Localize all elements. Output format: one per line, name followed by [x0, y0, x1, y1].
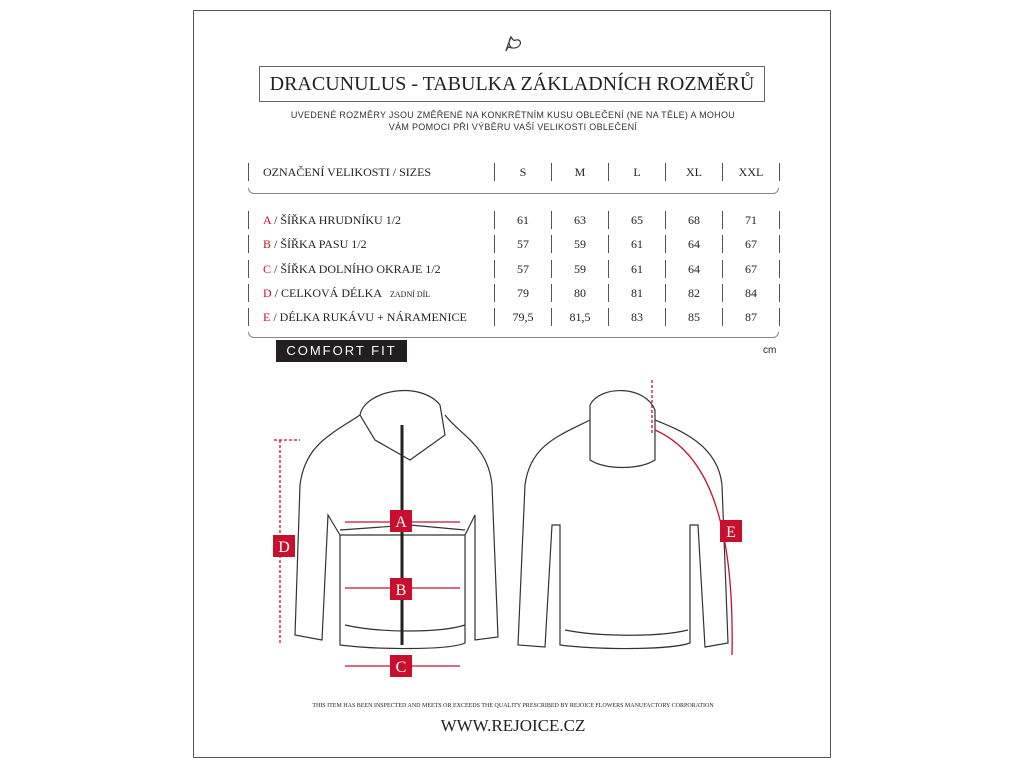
- table-cell: 61: [494, 211, 551, 229]
- table-cell: 80: [551, 284, 608, 302]
- table-row: E / DÉLKA RUKÁVU + NÁRAMENICE 79,5 81,5 83 8…: [248, 308, 780, 326]
- table-cell: 68: [665, 211, 722, 229]
- table-cell: 79: [494, 284, 551, 302]
- row-label: D / CELKOVÁ DÉLKA ZADNÍ DÍL: [248, 284, 494, 302]
- marker-a-label: A: [395, 514, 407, 531]
- table-cell: 64: [665, 235, 722, 253]
- table-cell: 71: [722, 211, 779, 229]
- divider: [248, 332, 779, 338]
- row-label: E / DÉLKA RUKÁVU + NÁRAMENICE: [248, 308, 494, 326]
- website-link[interactable]: WWW.REJOICE.CZ: [440, 716, 586, 735]
- row-name: / DÉLKA RUKÁVU + NÁRAMENICE: [270, 310, 467, 324]
- marker-e-label: E: [726, 524, 736, 541]
- marker-b-label: B: [396, 582, 407, 599]
- table-cell: 67: [722, 235, 779, 253]
- table-cell: 59: [551, 235, 608, 253]
- table-cell: 85: [665, 308, 722, 326]
- row-letter: D: [263, 286, 272, 300]
- table-cell: 61: [608, 260, 665, 278]
- table-cell: 64: [665, 260, 722, 278]
- table-cell: 57: [494, 235, 551, 253]
- quality-statement: THIS ITEM HAS BEEN INSPECTED AND MEETS O…: [312, 703, 714, 709]
- table-cell: 87: [722, 308, 779, 326]
- subtitle-line: UVEDENÉ ROZMĚRY JSOU ZMĚŘENÉ NA KONKRÉTN…: [290, 110, 736, 120]
- table-row: B / ŠÍŘKA PASU 1/2 57 59 61 64 67: [248, 235, 780, 253]
- table-cell: 63: [551, 211, 608, 229]
- row-label: A / ŠÍŘKA HRUDNÍKU 1/2: [248, 211, 494, 229]
- row-letter: C: [263, 262, 272, 276]
- row-letter: E: [263, 310, 271, 324]
- row-label: C / ŠÍŘKA DOLNÍHO OKRAJE 1/2: [248, 260, 494, 278]
- table-row: D / CELKOVÁ DÉLKA ZADNÍ DÍL 79 80 81 82 84: [248, 284, 780, 302]
- table-cell: 84: [722, 284, 779, 302]
- row-letter: B: [263, 237, 272, 251]
- table-row: C / ŠÍŘKA DOLNÍHO OKRAJE 1/2 57 59 61 64 67: [248, 260, 780, 278]
- row-name: / ŠÍŘKA PASU 1/2: [271, 237, 367, 251]
- header-label: OZNAČENÍ VELIKOSTI / SIZES: [263, 165, 432, 179]
- table-cell: 83: [608, 308, 665, 326]
- table-cell: S: [494, 163, 551, 181]
- marker-c: [390, 655, 412, 677]
- jacket-back-drawing: [517, 390, 729, 650]
- table-cell: L: [608, 163, 665, 181]
- table-cell: 65: [608, 211, 665, 229]
- table-cell: 79,5: [494, 308, 551, 326]
- jacket-diagram: A B C D E: [273, 380, 742, 677]
- row-label: OZNAČENÍ VELIKOSTI / SIZES: [248, 163, 494, 181]
- marker-c-label: C: [396, 659, 407, 676]
- table-cell: M: [551, 163, 608, 181]
- row-label: B / ŠÍŘKA PASU 1/2: [248, 235, 494, 253]
- page-title: DRACUNULUS - TABULKA ZÁKLADNÍCH ROZMĚRŮ: [258, 66, 766, 102]
- table-cell: XXL: [722, 163, 779, 181]
- marker-d-label: D: [278, 539, 290, 556]
- table-cell: XL: [665, 163, 722, 181]
- table-cell: 57: [494, 260, 551, 278]
- row-name: / CELKOVÁ DÉLKA: [271, 286, 382, 300]
- flower-logo-icon: [505, 35, 522, 52]
- row-note: ZADNÍ DÍL: [390, 290, 431, 299]
- row-name: / ŠÍŘKA DOLNÍHO OKRAJE 1/2: [271, 262, 441, 276]
- title-container: DRACUNULUS - TABULKA ZÁKLADNÍCH ROZMĚRŮ: [193, 66, 831, 102]
- marker-b: [390, 578, 412, 600]
- table-cell: 81: [608, 284, 665, 302]
- table-cell: 67: [722, 260, 779, 278]
- row-name: / ŠÍŘKA HRUDNÍKU 1/2: [271, 213, 402, 227]
- page-frame: [193, 10, 831, 758]
- table-cell: 59: [551, 260, 608, 278]
- table-cell: 82: [665, 284, 722, 302]
- marker-a: [390, 510, 412, 532]
- row-letter: A: [263, 213, 272, 227]
- divider: [248, 188, 779, 194]
- marker-d: [273, 535, 295, 557]
- subtitle-line: VÁM POMOCI PŘI VÝBĚRU VAŠÍ VELIKOSTI OBL…: [388, 122, 638, 132]
- marker-e: [720, 520, 742, 542]
- subtitle: UVEDENÉ ROZMĚRY JSOU ZMĚŘENÉ NA KONKRÉTN…: [213, 109, 813, 133]
- table-cell: 61: [608, 235, 665, 253]
- table-cell: 81,5: [551, 308, 608, 326]
- measure-markers: A B C D E: [273, 510, 742, 677]
- unit-label: cm: [763, 345, 777, 356]
- table-row: A / ŠÍŘKA HRUDNÍKU 1/2 61 63 65 68 71: [248, 211, 780, 229]
- fit-badge: COMFORT FIT: [276, 340, 407, 362]
- table-header-row: OZNAČENÍ VELIKOSTI / SIZES S M L XL XXL: [248, 163, 780, 181]
